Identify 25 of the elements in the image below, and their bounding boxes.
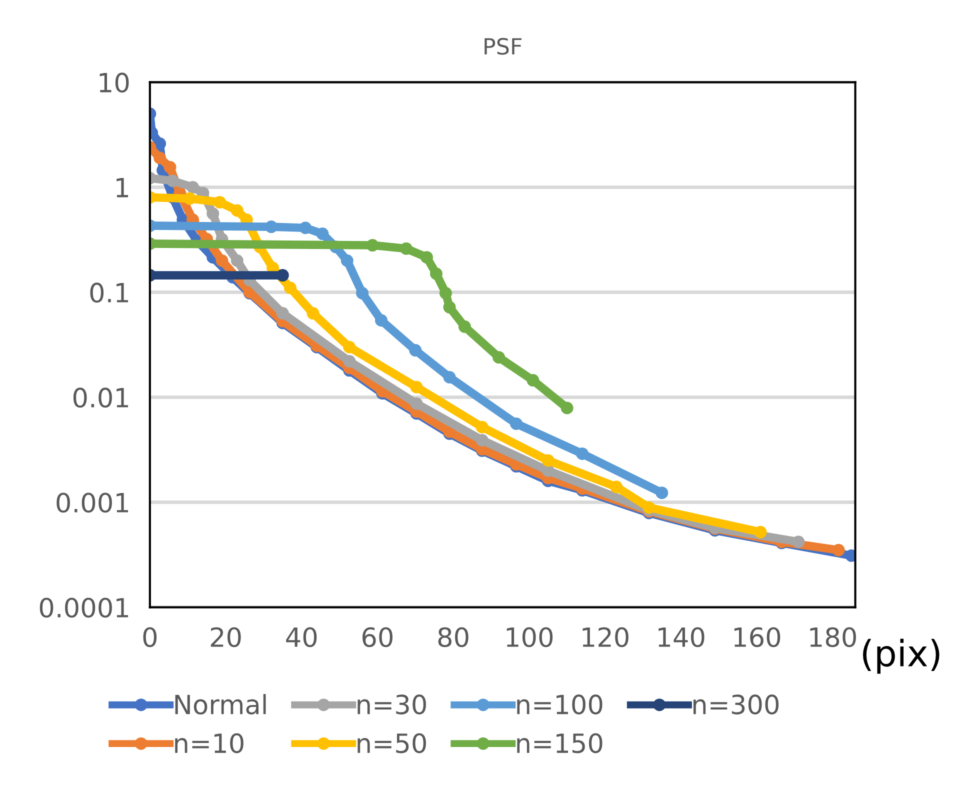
x-axis-title: (pix): [862, 638, 940, 674]
x-tick-label: 160: [734, 627, 780, 648]
legend-label: n=300: [693, 694, 779, 714]
x-tick-label: 40: [286, 627, 317, 648]
x-tick-label: 180: [810, 627, 856, 648]
x-tick-label: 100: [506, 627, 553, 648]
y-tick-label: 0.01: [73, 388, 128, 408]
y-tick-label: 10: [100, 72, 129, 93]
y-tick-label: 0.001: [56, 492, 128, 513]
chart-title: PSF: [484, 38, 522, 55]
y-tick-label: 1: [116, 178, 128, 198]
x-tick-label: 120: [582, 627, 628, 648]
legend-label: Normal: [175, 694, 266, 714]
legend-label: n=30: [358, 694, 426, 714]
legend-label: n=150: [517, 733, 602, 754]
x-tick-label: 20: [210, 627, 241, 648]
y-tick-label: 0.1: [90, 282, 128, 303]
y-tick-label: 0.0001: [40, 598, 128, 618]
x-tick-label: 0: [143, 627, 157, 648]
legend-label: n=100: [517, 694, 602, 714]
x-tick-label: 60: [362, 627, 392, 648]
x-tick-label: 140: [658, 627, 704, 648]
legend-label: n=10: [175, 733, 244, 754]
x-tick-label: 80: [438, 627, 468, 648]
legend-label: n=50: [358, 733, 426, 754]
